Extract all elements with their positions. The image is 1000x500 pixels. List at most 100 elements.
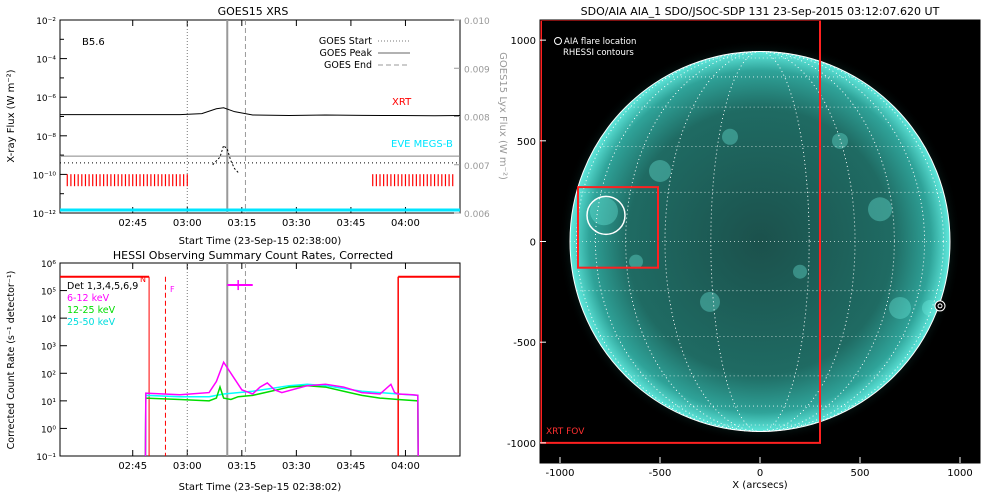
aia-limb-marker-inner (937, 303, 943, 309)
goes-y2-tick-label: 0.006 (464, 210, 490, 220)
hessi-legend-25-50: 25-50 keV (67, 317, 116, 328)
aia-bright-region (629, 254, 643, 269)
hessi-series-25-50-keV (144, 383, 419, 457)
aia-flare-legend-icon (554, 37, 562, 45)
hessi-title: HESSI Observing Summary Count Rates, Cor… (113, 249, 393, 262)
aia-grid-longitude (664, 51, 856, 432)
hessi-y-tick-label: 10⁶ (41, 260, 56, 270)
aia-xrt-fov-label: XRT FOV (546, 427, 585, 437)
aia-flare-box (577, 186, 659, 269)
goes-class-label: B5.6 (82, 37, 105, 48)
aia-flare-location-circle (586, 195, 626, 236)
aia-legend: AIA flare location RHESSI contours (554, 37, 636, 58)
aia-y-tick-label: 500 (517, 137, 536, 148)
aia-bright-region (700, 291, 720, 312)
goes-marks: 02:45 03:00 03:15 03:30 03:45 04:00 10⁻¹² 10⁻¹⁰… (33, 17, 490, 229)
goes-y-tick-label: 10⁻⁶ (36, 94, 56, 104)
aia-y-tick-label: 0 (530, 238, 536, 249)
aia-x-tick-label: 500 (850, 468, 869, 479)
goes-xrs-panel: GOES15 XRS 02:45 03:00 03:15 03:30 03:45 04:0… (6, 5, 508, 247)
hessi-series-12-25-keV (144, 384, 419, 457)
aia-rhessi-legend-label: RHESSI contours (563, 48, 634, 58)
hessi-marks: 02:45 03:00 03:15 03:30 03:45 04:00 10⁻¹ 10⁰ 10¹… (36, 260, 460, 472)
goes-eve-label: EVE MEGS-B (391, 139, 453, 150)
goes-y-tick-label: 10⁻⁸ (36, 133, 56, 143)
goes-x-tick-label: 03:45 (336, 218, 365, 229)
goes-x-tick-label: 02:45 (118, 218, 147, 229)
aia-bright-region (793, 264, 807, 279)
hessi-y-axis-label: Corrected Count Rate (s⁻¹ detector⁻¹) (6, 271, 17, 450)
hessi-y-tick-label: 10² (41, 370, 56, 380)
aia-y-tick-label: -500 (513, 338, 536, 349)
hessi-attenuator-label: N (140, 275, 146, 284)
hessi-x-tick-label: 03:45 (336, 461, 365, 472)
aia-x-tick-label: -500 (649, 468, 672, 479)
goes-legend-peak: GOES Peak (320, 48, 373, 59)
aia-x-tick-label: 1000 (947, 468, 972, 479)
aia-bright-region (722, 128, 738, 145)
goes-y-tick-label: 10⁻¹² (33, 210, 57, 220)
aia-bright-region (868, 197, 892, 222)
hessi-x-tick-label: 03:15 (227, 461, 256, 472)
aia-bright-region (590, 197, 618, 226)
goes-title: GOES15 XRS (218, 5, 289, 18)
goes-y-tick-label: 10⁻² (36, 17, 56, 27)
goes-y-tick-label: 10⁻⁴ (36, 56, 56, 66)
hessi-flare-label: F (170, 285, 175, 294)
goes-x-axis-label: Start Time (23-Sep-15 02:38:00) (179, 236, 342, 247)
goes-y-axis-label: X-ray Flux (W m⁻²) (6, 69, 17, 162)
hessi-x-tick-label: 02:45 (118, 461, 147, 472)
goes-x-tick-label: 03:15 (227, 218, 256, 229)
aia-x-axis-label: X (arcsecs) (732, 480, 788, 491)
hessi-y-tick-label: 10¹ (41, 398, 56, 408)
goes-series-long (60, 107, 461, 117)
hessi-x-axis-label: Start Time (23-Sep-15 02:38:02) (179, 482, 342, 493)
aia-bright-region (649, 160, 671, 183)
goes-y-tick-label: 10⁻¹⁰ (33, 171, 57, 181)
aia-bright-region (922, 299, 938, 316)
aia-limb (569, 51, 951, 432)
aia-x-tick-label: 0 (757, 468, 763, 479)
hessi-x-tick-label: 04:00 (391, 461, 420, 472)
aia-y-tick-label: 1000 (511, 36, 536, 47)
aia-sun-disk (570, 51, 950, 432)
goes-legend-start: GOES Start (319, 36, 372, 47)
hessi-plot-frame (59, 262, 461, 457)
aia-bright-region (889, 296, 911, 319)
aia-flare-legend-label: AIA flare location (564, 37, 636, 47)
hessi-y-tick-label: 10³ (41, 343, 56, 353)
aia-bright-region (832, 132, 848, 149)
goes-y2-tick-label: 0.010 (464, 17, 490, 27)
goes-y2-tick-label: 0.009 (464, 65, 490, 75)
goes-x-tick-label: 04:00 (391, 218, 420, 229)
hessi-series-6-12-keV (144, 360, 419, 457)
hessi-x-tick-label: 03:30 (282, 461, 311, 472)
hessi-y-tick-label: 10⁻¹ (36, 453, 56, 463)
goes-xrt-label: XRT (392, 97, 412, 108)
aia-xrt-fov-box (540, 20, 821, 444)
hessi-x-tick-label: 03:00 (173, 461, 202, 472)
aia-image-panel: SDO/AIA AIA_1 SDO/JSOC-SDP 131 23-Sep-20… (507, 5, 981, 491)
hessi-y-tick-label: 10⁴ (41, 315, 56, 325)
hessi-y-tick-label: 10⁵ (41, 288, 56, 298)
aia-marks (540, 20, 962, 444)
goes-x-tick-label: 03:00 (173, 218, 202, 229)
aia-x-tick-label: -1000 (545, 468, 574, 479)
hessi-y-tick-label: 10⁰ (41, 425, 56, 435)
hessi-legend-6-12: 6-12 keV (67, 293, 110, 304)
hessi-legend-12-25: 12-25 keV (67, 305, 116, 316)
goes-legend: GOES Start GOES Peak GOES End (319, 36, 410, 71)
hessi-panel: HESSI Observing Summary Count Rates, Cor… (6, 249, 461, 493)
goes-y2-axis-label: GOES15 Lyx Flux (W m⁻²) (497, 52, 508, 180)
goes-y2-tick-label: 0.007 (464, 162, 490, 172)
goes-y2-tick-label: 0.008 (464, 114, 490, 124)
aia-y-tick-label: -1000 (507, 439, 536, 450)
aia-limb-marker (934, 300, 946, 312)
goes-series-short (212, 144, 239, 173)
goes-plot-frame (59, 19, 461, 214)
aia-title: SDO/AIA AIA_1 SDO/JSOC-SDP 131 23-Sep-20… (581, 5, 940, 18)
goes-x-tick-label: 03:30 (282, 218, 311, 229)
goes-legend-end: GOES End (324, 60, 372, 71)
hessi-detectors-label: Det 1,3,4,5,6,9 (67, 281, 138, 292)
